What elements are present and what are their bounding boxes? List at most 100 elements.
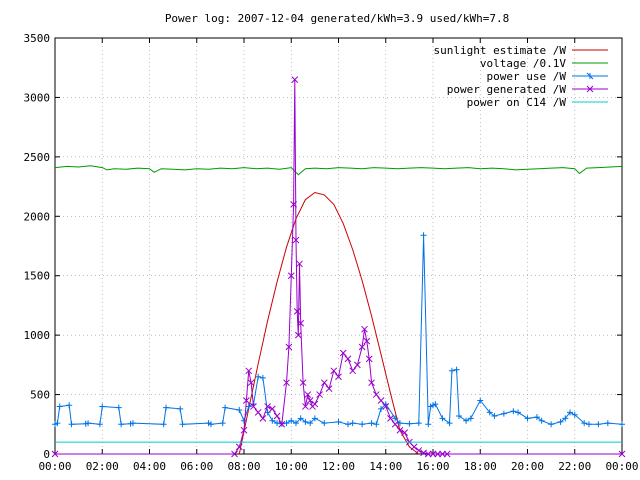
x-tick-label: 18:00: [464, 460, 497, 473]
data-point: [443, 450, 451, 458]
series-line: [54, 235, 623, 425]
series-sunlight-estimate-w: [238, 191, 420, 455]
data-point: [406, 420, 413, 427]
data-point: [391, 420, 399, 428]
data-point: [567, 409, 574, 416]
data-point: [325, 385, 333, 392]
data-point: [432, 401, 439, 408]
chart-title: Power log: 2007-12-04 generated/kWh=3.9 …: [165, 12, 509, 25]
data-point: [129, 420, 136, 427]
data-point: [302, 403, 309, 410]
data-point: [222, 404, 229, 411]
data-point: [453, 366, 460, 373]
x-tick-label: 16:00: [416, 460, 449, 473]
data-point: [410, 443, 418, 451]
data-point: [533, 414, 540, 421]
data-point: [510, 408, 517, 415]
axes: 0 500 1000 1500 2000 2500 3000 3500 00:00 02:00 04…: [24, 32, 639, 473]
data-point: [179, 421, 186, 428]
legend-label: power use /W: [487, 70, 567, 83]
data-point: [302, 418, 309, 425]
data-point: [296, 260, 303, 268]
data-point: [283, 379, 290, 387]
data-point: [463, 417, 470, 424]
data-point: [396, 426, 404, 434]
data-point: [243, 397, 250, 404]
y-tick-label: 3000: [24, 91, 51, 104]
data-point: [420, 232, 427, 239]
data-point: [455, 412, 462, 419]
data-point: [235, 443, 243, 451]
data-point: [307, 420, 314, 427]
data-point: [377, 397, 385, 404]
data-point: [316, 391, 323, 398]
data-point: [255, 373, 262, 380]
data-point: [448, 367, 455, 374]
data-point: [562, 415, 569, 422]
legend-label: power on C14 /W: [467, 96, 567, 109]
data-point: [311, 415, 318, 422]
data-point: [54, 420, 61, 427]
data-point: [163, 404, 170, 411]
data-point: [311, 400, 319, 408]
x-tick-label: 12:00: [322, 460, 355, 473]
data-point: [231, 450, 238, 458]
data-point: [548, 421, 555, 428]
data-point: [392, 415, 399, 422]
data-point: [467, 415, 474, 422]
series-layer: [51, 76, 626, 458]
data-point: [51, 450, 59, 458]
data-point: [306, 397, 314, 404]
data-point: [415, 447, 423, 454]
data-point: [524, 415, 531, 422]
data-point: [259, 374, 266, 381]
data-point: [292, 420, 299, 427]
data-point: [177, 405, 184, 412]
data-point: [278, 420, 286, 428]
x-tick-label: 04:00: [133, 460, 166, 473]
data-point: [96, 421, 103, 428]
data-point: [349, 420, 356, 427]
series-line: [238, 191, 420, 455]
legend-marker: [586, 72, 594, 80]
data-point: [557, 418, 564, 425]
data-point: [372, 391, 380, 398]
data-point: [604, 420, 611, 427]
data-point: [515, 409, 522, 416]
data-point: [299, 379, 307, 387]
x-tick-label: 14:00: [369, 460, 402, 473]
data-point: [363, 337, 371, 345]
data-point: [439, 415, 446, 422]
data-point: [595, 421, 602, 428]
data-point: [68, 421, 75, 428]
data-point: [500, 410, 507, 417]
data-point: [321, 420, 328, 427]
data-point: [429, 450, 437, 458]
grid: [55, 38, 622, 454]
data-point: [292, 236, 300, 244]
data-point: [240, 426, 248, 434]
data-point: [269, 417, 276, 424]
data-point: [396, 420, 403, 427]
x-tick-label: 06:00: [180, 460, 213, 473]
data-point: [293, 308, 301, 315]
x-tick-label: 00:00: [605, 460, 638, 473]
data-point: [290, 201, 297, 208]
data-point: [365, 355, 373, 363]
x-tick-label: 02:00: [86, 460, 119, 473]
x-tick-label: 22:00: [558, 460, 591, 473]
legend-marker: [586, 85, 594, 93]
data-point: [581, 420, 588, 427]
data-point: [219, 420, 226, 427]
data-point: [207, 421, 214, 428]
data-point: [368, 420, 375, 427]
data-point: [361, 325, 368, 333]
series-line: [54, 165, 623, 176]
data-point: [250, 403, 257, 410]
data-point: [320, 379, 328, 387]
data-point: [486, 409, 493, 416]
data-point: [477, 397, 484, 404]
data-point: [245, 403, 252, 410]
data-point: [619, 421, 625, 428]
data-point: [160, 421, 167, 428]
